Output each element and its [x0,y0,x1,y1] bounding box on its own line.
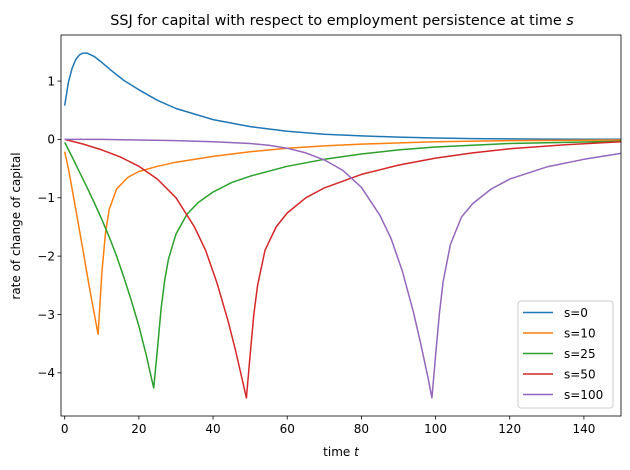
x-tick-label: 20 [131,422,146,436]
xlabel-italic-var: t [354,445,360,459]
x-tick-label: 60 [280,422,295,436]
title-italic-var: s [566,13,574,29]
legend-box [517,300,614,409]
chart-title: SSJ for capital with respect to employme… [110,13,574,29]
x-tick-label: 40 [205,422,220,436]
x-axis: 0 20 40 60 80 100 120 140 [61,416,595,436]
x-axis-label: time t [323,445,360,459]
axes-frame [60,34,622,417]
x-tick-label: 140 [572,422,595,436]
y-tick-label: 0 [47,133,55,147]
legend-item: s=100 [523,388,603,402]
y-tick-label: 1 [47,74,55,88]
legend-label: s=50 [564,367,596,381]
plot-area [63,52,621,399]
series-line-s-50 [64,138,621,399]
y-axis: 1 0 −1 −2 −3 −4 [37,74,61,380]
legend-item: s=10 [523,326,596,340]
legend-label: s=10 [564,326,596,340]
legend: s=0 s=10 s=25 s=50 s=100 [517,300,614,409]
legend-label: s=0 [564,306,588,320]
x-tick-label: 100 [424,422,447,436]
legend-item: s=0 [523,306,588,320]
series-line-s-10 [63,139,621,336]
y-tick-label: −4 [37,366,55,380]
legend-label: s=25 [564,347,596,361]
series-line-s-0 [63,52,621,141]
x-tick-label: 80 [354,422,369,436]
legend-item: s=50 [523,367,596,381]
x-tick-label: 120 [498,422,521,436]
y-tick-label: −2 [37,249,55,263]
x-tick-label: 0 [61,422,69,436]
series-line-s-25 [64,140,621,389]
legend-item: s=25 [523,347,596,361]
legend-label: s=100 [564,388,603,402]
y-tick-label: −1 [37,191,55,205]
y-axis-label: rate of change of capital [9,152,23,299]
y-tick-label: −3 [37,308,55,322]
series-line-s-100 [64,138,621,399]
